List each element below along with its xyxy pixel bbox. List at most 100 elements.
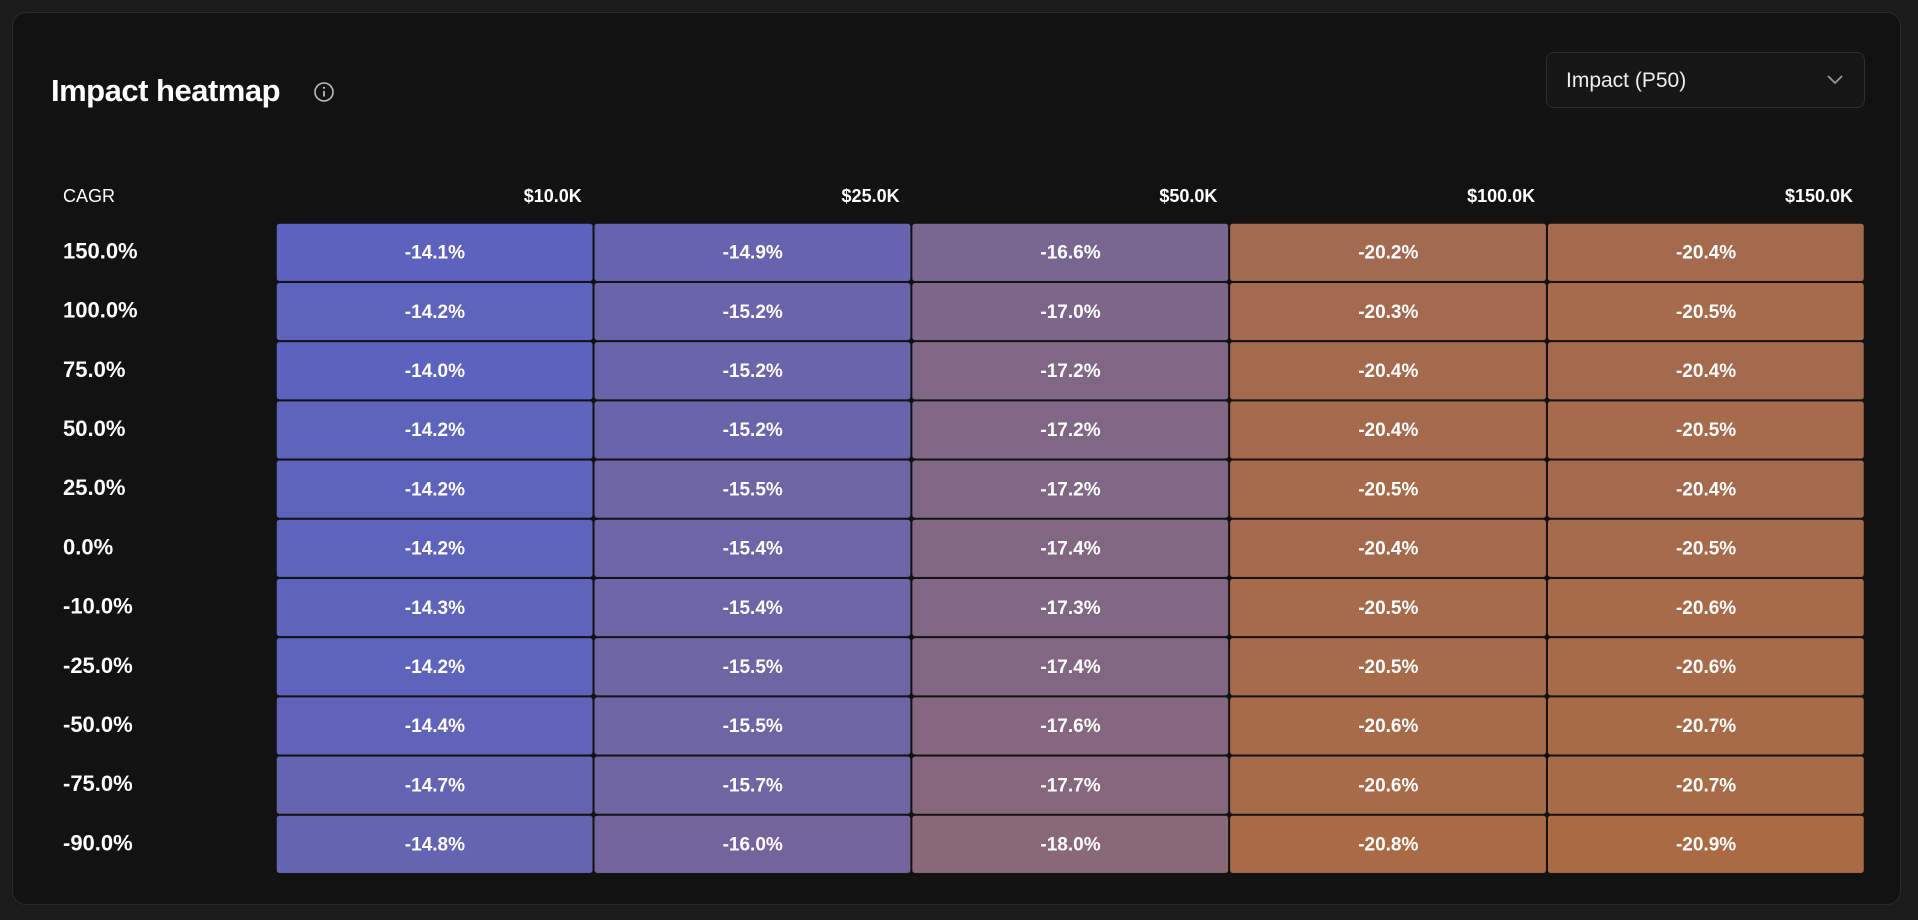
cell-label: -18.0%: [1040, 835, 1100, 856]
cell-label: -15.2%: [723, 302, 783, 323]
y-tick-label: -50.0%: [63, 712, 133, 737]
heat-cell: [594, 696, 911, 756]
cell-label: -20.2%: [1358, 243, 1418, 264]
cell-label: -20.4%: [1676, 361, 1736, 382]
heat-cell: [276, 282, 594, 341]
x-tick-label: $50.0K: [1159, 186, 1217, 206]
heat-cell: [276, 578, 594, 637]
heat-cell: [1547, 341, 1865, 400]
cell-label: -20.6%: [1676, 598, 1736, 619]
heat-cell: [276, 637, 594, 696]
cell-label: -17.4%: [1040, 539, 1100, 560]
heat-cell: [594, 815, 911, 874]
y-tick-label: -25.0%: [63, 653, 133, 678]
cell-label: -20.4%: [1358, 539, 1418, 560]
heat-cell: [1229, 341, 1547, 400]
heat-cell: [276, 696, 594, 756]
heat-cell: [911, 696, 1229, 756]
cell-label: -20.4%: [1676, 243, 1736, 264]
heat-cell: [1229, 578, 1547, 637]
heat-cell: [276, 400, 594, 460]
cell-label: -20.7%: [1676, 716, 1736, 737]
heat-cell: [1547, 282, 1865, 341]
y-tick-label: -90.0%: [63, 830, 133, 855]
cell-label: -17.4%: [1040, 657, 1100, 678]
heat-cell: [911, 756, 1229, 815]
heat-cell: [1547, 400, 1865, 460]
heat-cell: [594, 519, 911, 578]
cell-label: -14.4%: [405, 716, 465, 737]
chart-title: Impact heatmap: [51, 73, 281, 108]
heat-cell: [911, 460, 1229, 519]
y-tick-label: 150.0%: [63, 238, 138, 263]
chevron: [1827, 75, 1843, 85]
cell-label: -20.9%: [1676, 835, 1736, 856]
heat-cell: [1229, 400, 1547, 460]
info-icon[interactable]: [313, 81, 335, 103]
heat-cell: [276, 223, 594, 282]
heat-cell: [1547, 756, 1865, 815]
heat-cell: [594, 223, 911, 282]
metric-dropdown[interactable]: Impact (P50): [1546, 52, 1865, 108]
heat-cell: [911, 519, 1229, 578]
heat-cell: [911, 400, 1229, 460]
cell-label: -14.3%: [405, 598, 465, 619]
heat-cell: [911, 341, 1229, 400]
cell-label: -17.2%: [1040, 420, 1100, 441]
cell-label: -15.4%: [723, 539, 783, 560]
heat-cell: [1547, 815, 1865, 874]
cell-label: -20.5%: [1676, 420, 1736, 441]
heat-cell: [1229, 460, 1547, 519]
x-tick-label: $150.0K: [1785, 186, 1853, 206]
heat-cell: [594, 400, 911, 460]
heat-cell: [594, 341, 911, 400]
heat-cell: [1547, 223, 1865, 282]
heat-cell: [276, 460, 594, 519]
dropdown-label: Impact (P50): [1566, 69, 1687, 92]
cell-label: -17.0%: [1040, 302, 1100, 323]
cell-label: -20.5%: [1358, 657, 1418, 678]
cell-label: -17.3%: [1040, 598, 1100, 619]
heat-cell: [911, 578, 1229, 637]
heat-cell: [276, 519, 594, 578]
y-tick-label: 0.0%: [63, 534, 113, 559]
y-tick-label: 100.0%: [63, 298, 138, 323]
cell-label: -20.8%: [1358, 835, 1418, 856]
heat-cell: [1229, 282, 1547, 341]
cell-label: -14.2%: [405, 479, 465, 500]
y-tick-label: -75.0%: [63, 771, 133, 796]
x-tick-label: $10.0K: [524, 186, 582, 206]
heat-cell: [1547, 578, 1865, 637]
cell-label: -14.7%: [405, 775, 465, 796]
y-tick-label: 50.0%: [63, 416, 125, 441]
heat-cell: [276, 815, 594, 874]
heat-cell: [1547, 696, 1865, 756]
cell-label: -17.2%: [1040, 479, 1100, 500]
cell-label: -14.2%: [405, 420, 465, 441]
cell-label: -20.6%: [1358, 775, 1418, 796]
heat-cell: [911, 815, 1229, 874]
cell-label: -20.5%: [1676, 539, 1736, 560]
heat-cell: [594, 460, 911, 519]
cell-label: -14.8%: [405, 835, 465, 856]
cell-label: -15.2%: [723, 420, 783, 441]
cell-label: -20.5%: [1358, 598, 1418, 619]
cell-label: -20.6%: [1676, 657, 1736, 678]
heat-cell: [1229, 519, 1547, 578]
heat-cell: [1229, 637, 1547, 696]
heat-cell: [1547, 519, 1865, 578]
cell-label: -15.5%: [723, 716, 783, 737]
cell-label: -17.6%: [1040, 716, 1100, 737]
cell-label: -16.6%: [1040, 243, 1100, 264]
heat-cell: [1229, 815, 1547, 874]
heat-cell: [1229, 756, 1547, 815]
y-tick-label: 75.0%: [63, 357, 125, 382]
cell-label: -14.2%: [405, 539, 465, 560]
heat-cell: [1229, 696, 1547, 756]
cell-label: -20.6%: [1358, 716, 1418, 737]
cell-label: -17.2%: [1040, 361, 1100, 382]
cell-label: -20.4%: [1358, 361, 1418, 382]
cell-label: -15.5%: [723, 479, 783, 500]
heat-cell: [594, 282, 911, 341]
